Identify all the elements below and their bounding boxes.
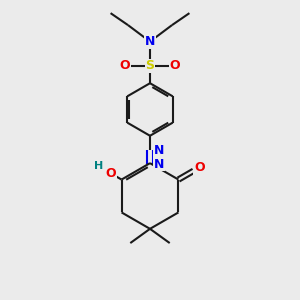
Text: O: O bbox=[119, 59, 130, 72]
Text: N: N bbox=[145, 35, 155, 48]
Text: O: O bbox=[170, 59, 181, 72]
Text: O: O bbox=[194, 161, 205, 174]
Text: S: S bbox=[146, 59, 154, 72]
Text: O: O bbox=[106, 167, 116, 180]
Text: H: H bbox=[94, 161, 104, 171]
Text: N: N bbox=[154, 158, 164, 171]
Text: N: N bbox=[154, 143, 164, 157]
